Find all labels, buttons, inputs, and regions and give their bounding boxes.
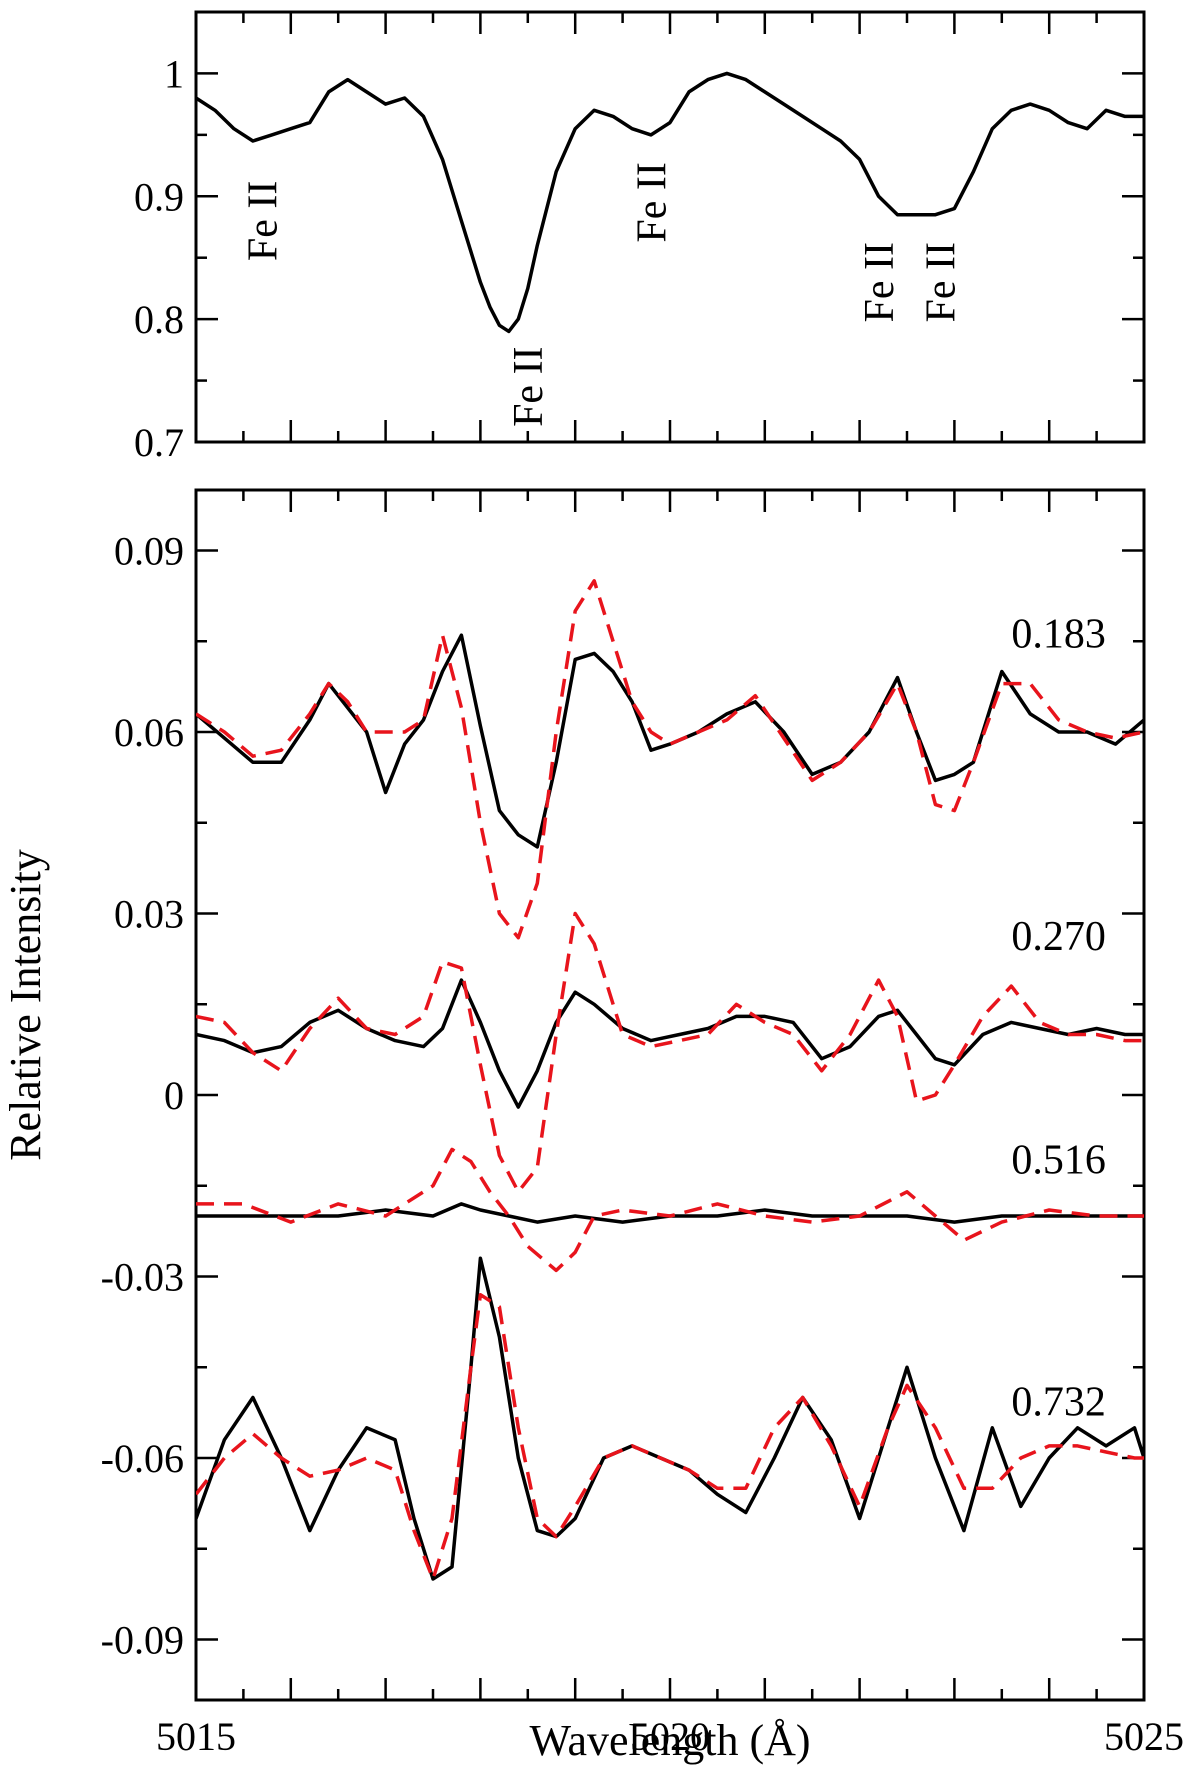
- fe-ii-line-label: Fe II: [506, 346, 552, 426]
- bottom-panel: -0.09 -0.06 -0.03 0 0.03 0.06 0.09 5015 5020 5025…: [101, 488, 1184, 1759]
- y-tick-label: -0.06: [101, 1436, 184, 1481]
- observed-line-0.183: [196, 633, 1144, 849]
- observed-line-spectrum: [196, 71, 1144, 334]
- phase-label: 0.732: [1011, 1380, 1106, 1426]
- y-tick-label: 0.09: [114, 529, 184, 574]
- top-panel: 0.7 0.8 0.9 1 Fe II Fe II Fe II Fe II Fe II: [134, 10, 1146, 465]
- observed-line-0.270: [196, 978, 1144, 1109]
- phase-label: 0.183: [1011, 611, 1106, 657]
- y-tick-label: 0.03: [114, 892, 184, 937]
- observed-line-0.516: [196, 1202, 1144, 1224]
- x-tick-label: 5025: [1104, 1714, 1184, 1759]
- y-tick-label: 1: [164, 51, 184, 96]
- y-tick-label: 0.9: [134, 174, 184, 219]
- phase-label: 0.270: [1011, 914, 1106, 960]
- model-line-0.516: [196, 1147, 1144, 1273]
- y-tick-label: -0.09: [101, 1618, 184, 1663]
- fe-ii-line-label: Fe II: [629, 162, 675, 242]
- fe-ii-line-label: Fe II: [918, 242, 964, 322]
- y-tick-label: 0.8: [134, 297, 184, 342]
- y-tick-label: 0.06: [114, 710, 184, 755]
- y-tick-label: 0.7: [134, 420, 184, 465]
- phase-label: 0.516: [1011, 1138, 1106, 1184]
- fe-ii-line-label: Fe II: [857, 242, 903, 322]
- x-tick-label: 5015: [156, 1714, 236, 1759]
- observed-line-0.732: [196, 1256, 1144, 1581]
- y-tick-label: 0: [164, 1073, 184, 1118]
- fe-ii-line-label: Fe II: [241, 181, 287, 261]
- x-tick-label: 5020: [630, 1714, 710, 1759]
- model-line-0.732: [196, 1292, 1144, 1581]
- x-axis-title: Wavelength (Å): [529, 1716, 810, 1765]
- model-line-0.270: [196, 911, 1144, 1194]
- model-line-0.183: [196, 579, 1144, 940]
- y-axis-title: Relative Intensity: [1, 849, 50, 1161]
- y-tick-label: -0.03: [101, 1255, 184, 1300]
